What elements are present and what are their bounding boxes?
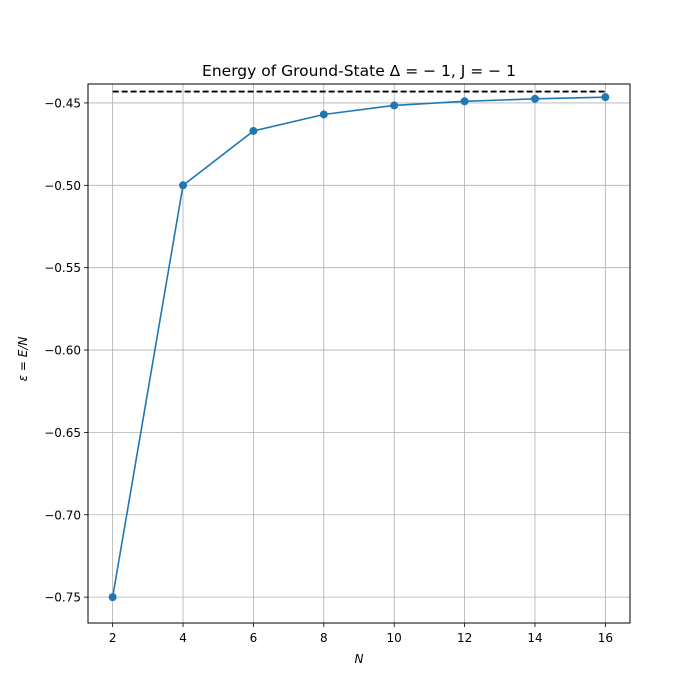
data-point — [249, 126, 258, 135]
grid-layer — [88, 84, 630, 623]
x-tick-label: 6 — [250, 631, 258, 645]
data-point — [530, 94, 539, 103]
x-axis-label: N — [355, 652, 364, 666]
x-tick-label: 8 — [320, 631, 328, 645]
data-point — [460, 97, 469, 106]
x-tick-label: 14 — [527, 631, 542, 645]
y-tick-label: −0.50 — [44, 179, 81, 193]
data-point — [601, 93, 610, 102]
y-tick-label: −0.75 — [44, 591, 81, 605]
data-point — [179, 181, 188, 190]
x-tick-label: 10 — [387, 631, 402, 645]
series-line — [111, 96, 606, 598]
data-point — [108, 593, 117, 602]
data-point — [390, 101, 399, 110]
x-tick-label: 4 — [179, 631, 187, 645]
x-tick-label: 12 — [457, 631, 472, 645]
y-axis-label: ε = E/N — [16, 337, 30, 382]
tick-layer: 2 4 6 8 10 12 14 16 −0.75 −0.70 −0.65 −0.60 −0.55 −0.… — [44, 96, 613, 645]
x-tick-label: 16 — [598, 631, 613, 645]
y-tick-label: −0.45 — [44, 96, 81, 110]
data-point — [319, 110, 328, 119]
y-tick-label: −0.65 — [44, 426, 81, 440]
y-tick-label: −0.60 — [44, 344, 81, 358]
plot-frame — [87, 83, 631, 624]
data-layer — [108, 90, 610, 602]
x-tick-label: 2 — [109, 631, 117, 645]
y-tick-label: −0.55 — [44, 261, 81, 275]
y-tick-label: −0.70 — [44, 508, 81, 522]
chart-title: Energy of Ground-State Δ = − 1, J = − 1 — [202, 62, 516, 80]
